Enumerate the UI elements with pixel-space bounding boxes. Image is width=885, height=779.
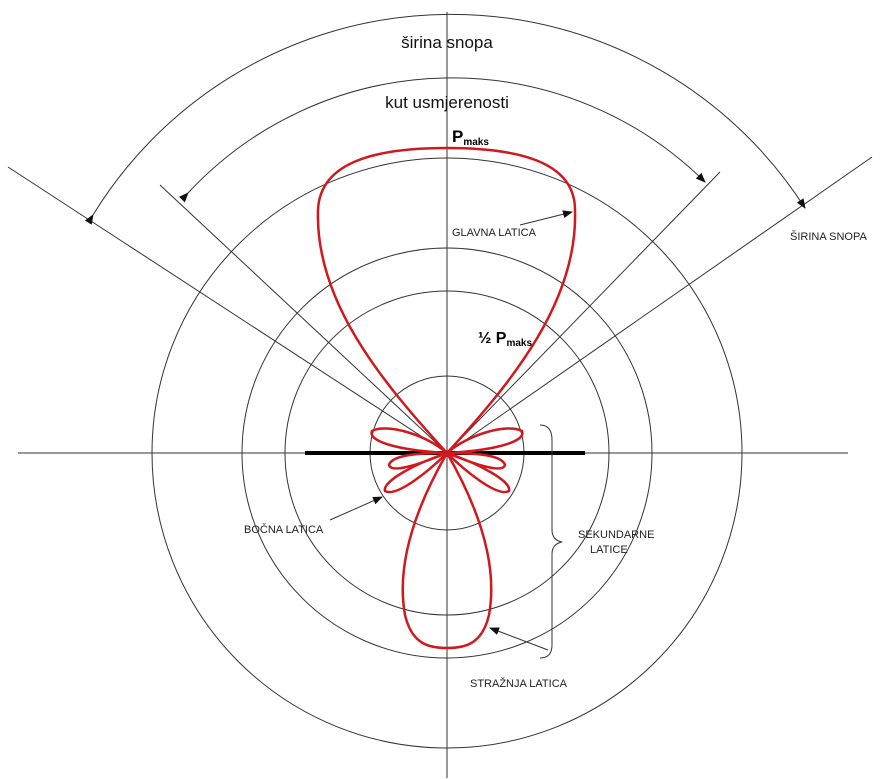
p-max: Pmaks: [452, 127, 489, 148]
secondary-lobes-1: SEKUNDARNE: [578, 529, 654, 541]
beam-width-right: ŠIRINA SNOPA: [790, 230, 867, 243]
main-lobe: GLAVNA LATICA: [452, 227, 537, 239]
directivity-angle: kut usmjerenosti: [385, 93, 509, 112]
beam-width: širina snopa: [401, 33, 493, 52]
side-lobe: BOČNA LATICA: [244, 523, 324, 536]
grid: [7, 12, 873, 778]
lobes: [316, 146, 577, 650]
annotations: [329, 210, 573, 659]
secondary-lobes-2: LATICE: [590, 544, 628, 556]
half-p-max: ½ Pmaks: [478, 330, 532, 349]
back-lobe: STRAŽNJA LATICA: [470, 677, 568, 690]
